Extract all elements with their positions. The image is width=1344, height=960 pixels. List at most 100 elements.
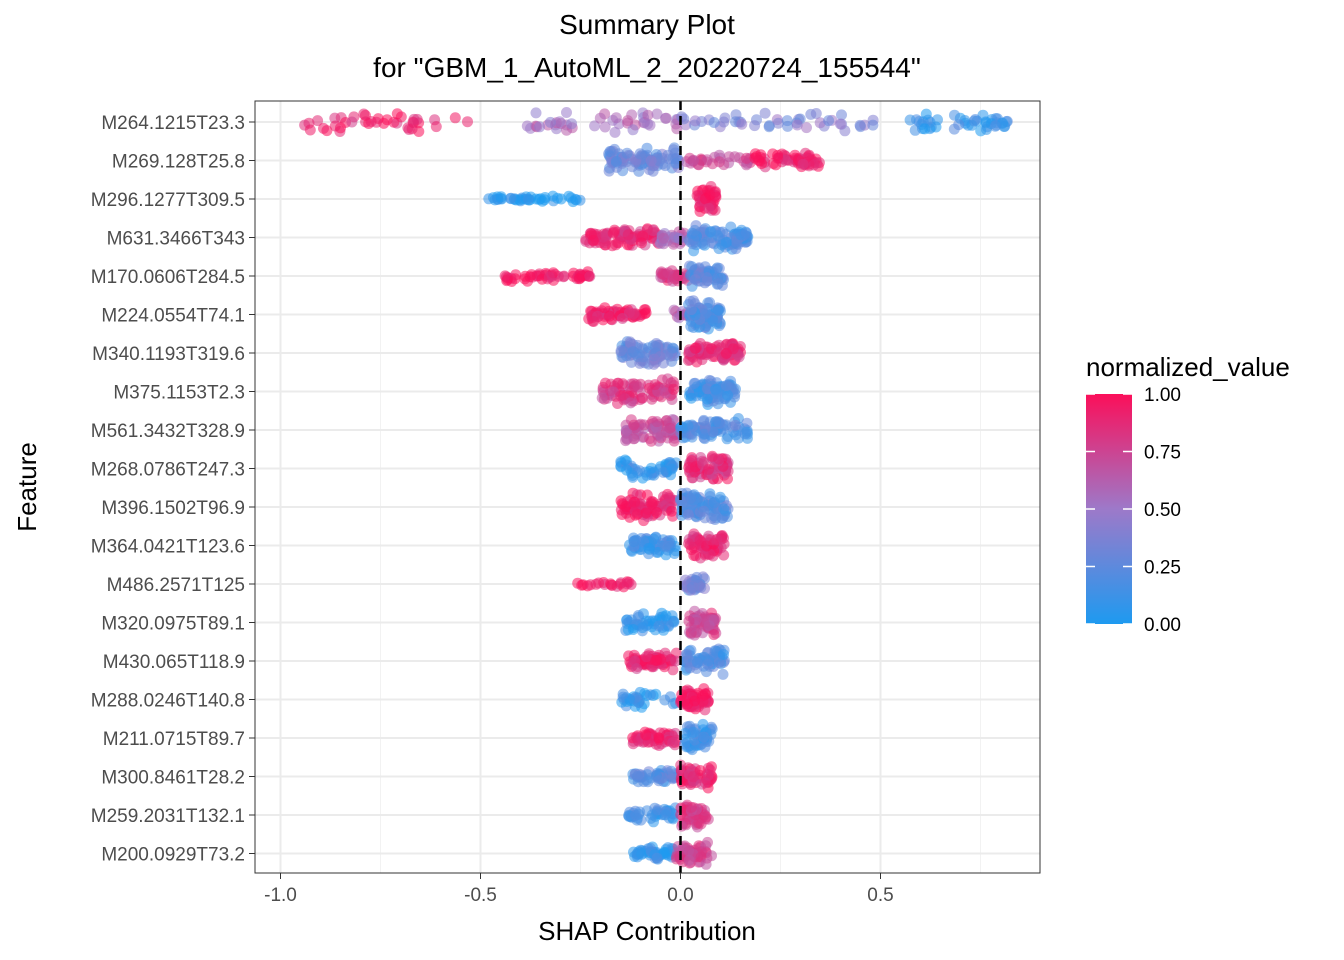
shap-point (701, 154, 713, 166)
shap-point (645, 155, 657, 167)
shap-point (713, 657, 725, 669)
feature-points-M170.0606T284.5 (499, 260, 729, 292)
shap-point (708, 497, 720, 509)
feature-points-M268.0786T247.3 (615, 450, 734, 485)
chart-subtitle: for "GBM_1_AutoML_2_20220724_155544" (373, 52, 921, 83)
shap-point (407, 116, 419, 128)
shap-point (346, 116, 358, 128)
shap-point (772, 117, 784, 129)
shap-point (659, 540, 671, 552)
y-tick-label: M170.0606T284.5 (91, 267, 245, 288)
shap-point (636, 237, 647, 249)
shap-point (649, 341, 661, 353)
shap-point (686, 455, 698, 467)
shap-point (554, 116, 566, 128)
shap-point (370, 116, 382, 128)
shap-point (712, 385, 723, 397)
shap-point (698, 731, 710, 743)
shap-point (801, 122, 812, 134)
shap-point (700, 858, 712, 870)
feature-points-M211.0715T89.7 (627, 718, 718, 756)
shap-point (632, 610, 644, 621)
shap-point (589, 120, 601, 132)
feature-points-M264.1215T23.3 (299, 107, 1013, 138)
shap-point (594, 112, 606, 124)
shap-point (653, 155, 665, 167)
shap-point (524, 271, 536, 283)
shap-point (610, 239, 622, 251)
shap-point (702, 836, 713, 848)
shap-point (534, 121, 546, 133)
shap-point (867, 119, 879, 131)
shap-point (803, 150, 815, 162)
shap-point (685, 320, 697, 332)
shap-point (676, 421, 688, 433)
shap-point (666, 463, 678, 475)
shap-point (660, 610, 672, 622)
shap-point (756, 158, 768, 170)
shap-point (630, 379, 642, 391)
shap-point (650, 654, 662, 666)
shap-point (701, 272, 713, 284)
shap-point (689, 115, 701, 127)
shap-point (646, 498, 658, 510)
shap-point (697, 695, 709, 707)
shap-point (710, 186, 721, 198)
y-tick-label: M631.3466T343 (107, 229, 245, 250)
shap-point (909, 124, 921, 136)
shap-point (628, 532, 639, 544)
shap-point (628, 419, 640, 431)
shap-point (585, 579, 596, 591)
shap-point (664, 422, 676, 434)
shap-point (638, 419, 650, 431)
shap-point (690, 550, 702, 562)
shap-point (681, 648, 693, 660)
shap-point (633, 735, 645, 747)
shap-point (627, 124, 639, 136)
shap-point (617, 313, 628, 324)
shap-point (704, 549, 716, 560)
shap-point (643, 542, 655, 554)
feature-points-M631.3466T343 (580, 220, 754, 257)
shap-point (953, 119, 965, 131)
y-tick-label: M288.0246T140.8 (91, 691, 245, 712)
shap-point (670, 655, 682, 667)
y-axis: M264.1215T23.3 M269.128T25.8 M296.1277T309… (91, 113, 255, 866)
y-tick-label: M224.0554T74.1 (101, 306, 245, 327)
y-tick-label: M430.065T118.9 (103, 652, 245, 673)
shap-point (694, 534, 706, 546)
shap-point (653, 775, 665, 787)
shap-point (599, 302, 611, 314)
shap-point (622, 115, 634, 127)
shap-point (707, 426, 719, 438)
shap-point (617, 378, 629, 390)
shap-point (722, 389, 734, 401)
shap-point (304, 124, 316, 136)
shap-point (834, 118, 846, 130)
shap-point (670, 153, 682, 165)
shap-point (658, 238, 670, 250)
shap-point (808, 159, 820, 171)
shap-point (660, 112, 671, 124)
shap-point (312, 115, 324, 127)
shap-point (666, 505, 678, 517)
legend-tick-label: 0.25 (1144, 558, 1181, 579)
shap-point (688, 154, 699, 166)
shap-point (653, 620, 665, 632)
x-axis: -1.0 -0.5 0.0 0.5 (264, 873, 894, 906)
shap-point (691, 656, 703, 668)
shap-point (668, 383, 680, 395)
shap-point (655, 266, 667, 278)
shap-point (702, 383, 714, 395)
shap-point (621, 432, 633, 444)
legend-tick-label: 0.50 (1144, 500, 1181, 521)
shap-point (651, 108, 663, 120)
legend-tick-label: 1.00 (1144, 385, 1181, 406)
shap-point (713, 453, 725, 465)
shap-point (651, 416, 663, 428)
legend-tick-label: 0.75 (1144, 443, 1181, 464)
shap-point (699, 777, 711, 789)
feature-points-M288.0246T140.8 (616, 683, 714, 716)
shap-point (645, 435, 657, 447)
